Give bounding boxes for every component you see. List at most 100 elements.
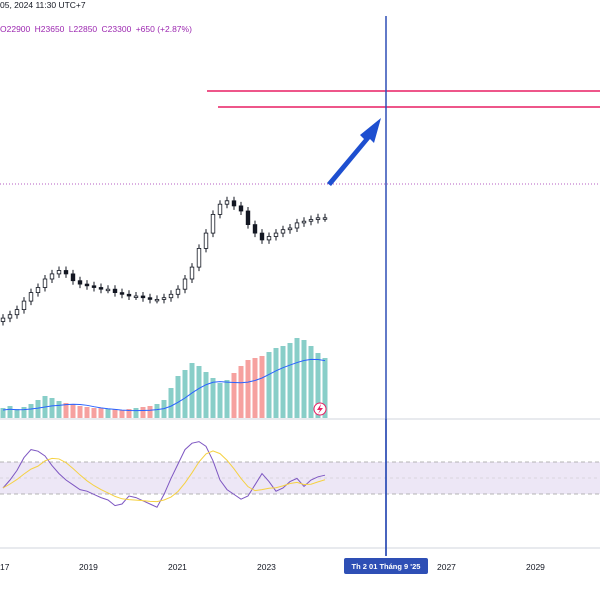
volume-bar bbox=[224, 380, 230, 418]
bar-date: 05, 2024 11:30 UTC+7 bbox=[0, 0, 86, 10]
candle-body bbox=[224, 200, 230, 205]
crosshair-time-label bbox=[344, 558, 428, 574]
volume-bar bbox=[322, 358, 328, 418]
volume-bar bbox=[203, 372, 209, 418]
candle-body bbox=[105, 288, 111, 292]
volume-bar bbox=[217, 383, 223, 418]
volume-bar bbox=[294, 338, 300, 418]
time-label-2029: 2029 bbox=[526, 562, 545, 572]
volume-bar bbox=[182, 370, 188, 418]
candle-body bbox=[28, 292, 34, 302]
candle-body bbox=[161, 297, 167, 300]
volume-bar bbox=[21, 407, 27, 418]
rsi-ma-line bbox=[2, 450, 326, 503]
volume-bar bbox=[210, 378, 216, 418]
volume-bar bbox=[196, 366, 202, 418]
candle-body bbox=[133, 295, 139, 298]
rsi-pane bbox=[2, 441, 326, 508]
candle-body bbox=[112, 288, 118, 294]
candle-body bbox=[203, 232, 209, 249]
candle-body bbox=[7, 314, 13, 319]
candle-body bbox=[280, 229, 286, 234]
volume-bar bbox=[168, 388, 174, 418]
volume-bar bbox=[140, 407, 146, 418]
volume-bar bbox=[308, 346, 314, 418]
lightning-icon[interactable] bbox=[313, 402, 327, 416]
candle-body bbox=[0, 317, 6, 322]
forecast-arrow[interactable] bbox=[327, 118, 381, 186]
volume-ma-line bbox=[2, 358, 326, 412]
candle-body bbox=[175, 288, 181, 295]
candle-body bbox=[154, 298, 160, 302]
volume-bar bbox=[0, 408, 6, 418]
candle-body bbox=[287, 227, 293, 231]
candle-body bbox=[182, 278, 188, 290]
volume-bar bbox=[238, 366, 244, 418]
volume-bar bbox=[245, 360, 251, 418]
volume-bar bbox=[273, 348, 279, 418]
volume-bar bbox=[49, 398, 55, 418]
candle-body bbox=[322, 217, 328, 220]
candle-body bbox=[56, 270, 62, 275]
candle-body bbox=[245, 210, 251, 225]
candle-body bbox=[301, 220, 307, 224]
time-label-2017: 17 bbox=[0, 562, 10, 572]
low-value: L22850 bbox=[68, 24, 98, 34]
candle-body bbox=[84, 283, 90, 287]
volume-bar bbox=[189, 363, 195, 418]
volume-bar bbox=[280, 346, 286, 418]
candle-body bbox=[91, 285, 97, 288]
volume-bar bbox=[98, 408, 104, 418]
arrow-shape bbox=[327, 118, 381, 186]
open-value: O22900 bbox=[0, 24, 31, 34]
price-candles bbox=[0, 196, 328, 326]
volume-bar bbox=[112, 409, 118, 418]
candle-body bbox=[217, 203, 223, 215]
candle-body bbox=[119, 292, 125, 295]
volume-bar bbox=[63, 403, 69, 418]
volume-bar bbox=[315, 353, 321, 418]
time-label-2027: 2027 bbox=[437, 562, 456, 572]
candle-body bbox=[266, 236, 272, 241]
volume-bar bbox=[28, 404, 34, 418]
candle-body bbox=[196, 247, 202, 268]
volume-bar bbox=[56, 401, 62, 418]
candle-body bbox=[308, 219, 314, 222]
symbol-info-bar: 05, 2024 11:30 UTC+7 bbox=[0, 0, 88, 14]
volume-bar bbox=[266, 352, 272, 418]
volume-bar bbox=[119, 410, 125, 418]
volume-bar bbox=[154, 404, 160, 418]
volume-bar bbox=[77, 406, 83, 418]
candle-body bbox=[14, 309, 20, 316]
candle-body bbox=[77, 280, 83, 285]
volume-bar bbox=[35, 400, 41, 418]
volume-bar bbox=[175, 376, 181, 418]
volume-bar bbox=[259, 356, 265, 418]
high-value: H23650 bbox=[34, 24, 65, 34]
candle-body bbox=[294, 222, 300, 229]
volume-bar bbox=[7, 406, 13, 418]
candle-body bbox=[273, 232, 279, 237]
candle-body bbox=[98, 287, 104, 290]
candle-body bbox=[140, 295, 146, 299]
volume-bar bbox=[126, 409, 132, 418]
close-value: C23300 bbox=[101, 24, 132, 34]
candle-body bbox=[63, 270, 69, 275]
candle-body bbox=[42, 278, 48, 288]
volume-bar bbox=[105, 409, 111, 418]
volume-bar bbox=[147, 406, 153, 418]
ohlc-values: O22900 H23650 L22850 C23300 +650 (+2.87%… bbox=[0, 24, 194, 38]
candle-body bbox=[189, 266, 195, 280]
candle-body bbox=[252, 224, 258, 234]
rsi-line bbox=[2, 441, 326, 508]
volume-bar bbox=[91, 408, 97, 418]
candle-body bbox=[126, 293, 132, 297]
volume-bar bbox=[231, 373, 237, 418]
volume-bar bbox=[70, 404, 76, 418]
candle-body bbox=[259, 232, 265, 241]
candle-body bbox=[21, 300, 27, 311]
candle-body bbox=[70, 273, 76, 282]
candle-body bbox=[238, 205, 244, 212]
candle-body bbox=[168, 293, 174, 299]
